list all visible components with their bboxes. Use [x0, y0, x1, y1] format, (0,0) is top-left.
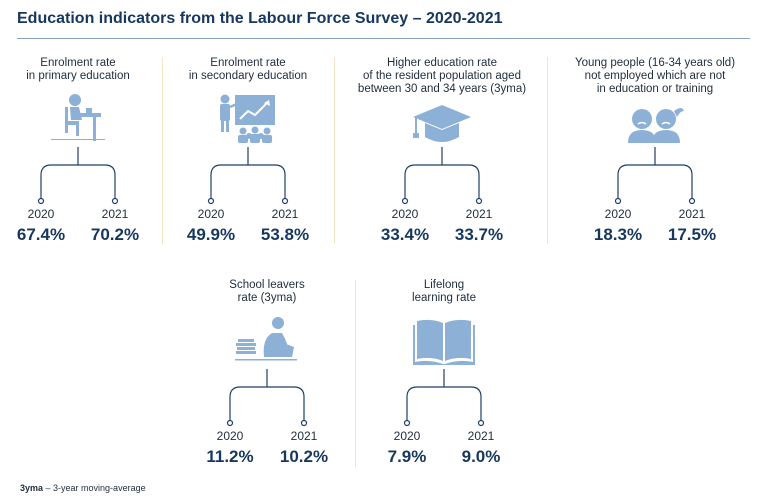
teacher-presentation-icon — [163, 91, 333, 151]
student-at-desk-icon — [0, 91, 163, 151]
value-2020: 33.4% — [380, 225, 430, 244]
value-2021: 17.5% — [667, 225, 717, 244]
value-2020: 49.9% — [186, 225, 236, 244]
value-2020: 11.2% — [206, 447, 254, 466]
value-2021: 70.2% — [90, 225, 140, 244]
sitting-person-books-icon — [182, 313, 352, 373]
open-book-icon — [359, 315, 529, 375]
graduation-cap-icon — [357, 97, 527, 157]
value-2020: 67.4% — [16, 225, 66, 244]
year-label: 2021 — [290, 429, 318, 443]
year-label: 2020 — [197, 207, 225, 221]
connector-tree — [207, 147, 289, 205]
indicator-label: Enrolment rate in primary education — [26, 57, 130, 82]
year-label: 2020 — [216, 429, 244, 443]
indicator-label: Lifelong learning rate — [412, 279, 476, 304]
value-2021: 33.7% — [454, 225, 504, 244]
connector-tree — [614, 147, 696, 205]
value-2021: 10.2% — [279, 447, 329, 466]
indicator-label: School leavers rate (3yma) — [229, 279, 305, 304]
year-label: 2021 — [467, 429, 495, 443]
separator — [162, 57, 163, 244]
separator — [334, 57, 335, 244]
year-label: 2020 — [604, 207, 632, 221]
title-divider — [17, 38, 750, 39]
year-label: 2020 — [393, 429, 421, 443]
value-2020: 18.3% — [593, 225, 643, 244]
year-label: 2021 — [465, 207, 493, 221]
year-label: 2021 — [271, 207, 299, 221]
young-people-icon — [570, 97, 740, 157]
year-label: 2021 — [101, 207, 129, 221]
year-label: 2020 — [391, 207, 419, 221]
value-2021: 53.8% — [260, 225, 310, 244]
connector-tree — [401, 147, 483, 205]
footnote-definition: – 3-year moving-average — [43, 483, 146, 493]
page-title: Education indicators from the Labour For… — [17, 10, 503, 27]
connector-tree — [37, 147, 119, 205]
footnote-term: 3yma — [20, 483, 44, 493]
indicator-label: Higher education rate of the resident po… — [357, 57, 527, 95]
indicator-label: Enrolment rate in secondary education — [188, 57, 308, 82]
separator — [547, 57, 548, 244]
connector-tree — [226, 369, 308, 427]
separator — [355, 280, 356, 467]
footnote: 3yma – 3-year moving-average — [20, 483, 146, 493]
connector-tree — [403, 369, 485, 427]
value-2021: 9.0% — [461, 447, 501, 466]
year-label: 2020 — [27, 207, 55, 221]
indicator-label: Young people (16-34 years old) not emplo… — [574, 57, 736, 95]
year-label: 2021 — [678, 207, 706, 221]
value-2020: 7.9% — [387, 447, 427, 466]
